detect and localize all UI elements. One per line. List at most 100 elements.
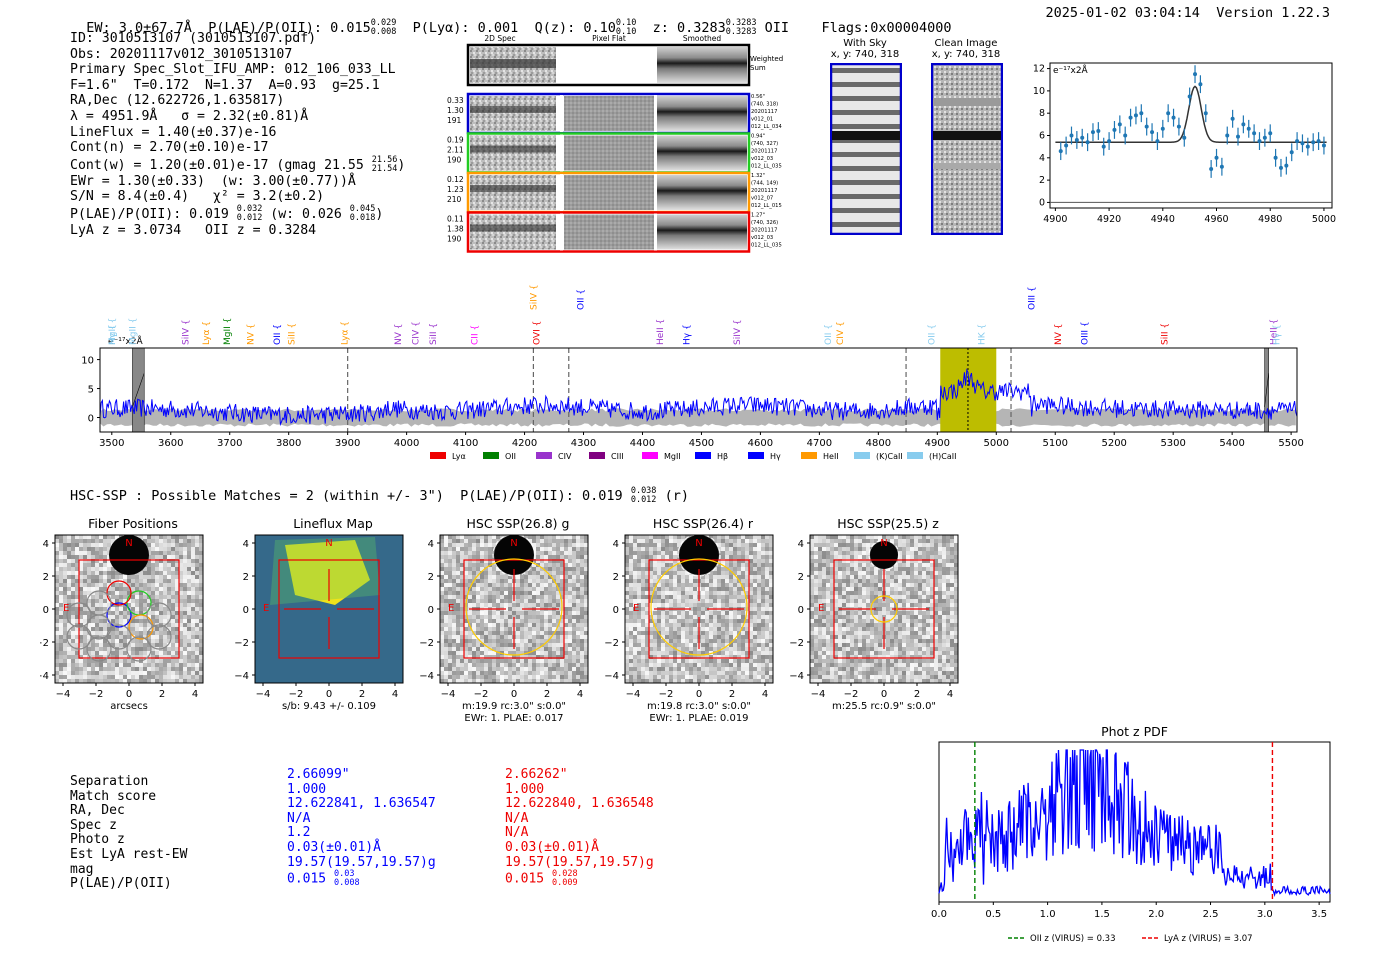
match-aperture: [650, 558, 748, 656]
spec2d-row-smoothed: [657, 135, 747, 171]
fiber-circle: [66, 602, 92, 628]
photz-legend-label: LyA z (VIRUS) = 3.07: [1164, 934, 1253, 944]
photz-pdf-chart: Phot z PDF OII z (VIRUS) = 0.33 LyA z (VIR…: [931, 724, 1331, 944]
zoom-data-point: [1090, 130, 1095, 135]
cutout-xtick-label: 4: [947, 689, 953, 700]
match-aperture: [870, 595, 898, 623]
spec2d-row-right-label: 20201117: [751, 109, 777, 115]
spec2d-row-left-label: 1.30: [447, 106, 464, 115]
with-sky-title: With Sky x, y: 740, 318: [830, 38, 900, 60]
spectrum-line-id-label: SiII {: [429, 323, 439, 345]
match-col-1: 2.66099" 1.000 12.622841, 1.636547 N/A 1.2 0.…: [287, 767, 436, 888]
spec2d-row-right-label: 012_LL_034: [751, 124, 782, 130]
bright-source: [679, 535, 719, 575]
cutout-title: Fiber Positions: [88, 516, 178, 531]
cutout-xtick-label: 2: [544, 689, 550, 700]
spec2d-row-left-label: 0.19: [447, 136, 464, 145]
full-spectrum-chart: 3500 3600 3700 3800 3900 4000 4100 4200 4300 4400…: [81, 284, 1304, 461]
cutout-xtick-label: −2: [89, 689, 104, 700]
spectrum-line-id-label: MgII {: [128, 318, 138, 345]
header-z: z: 0.3283: [652, 20, 726, 36]
spectrum-legend-swatch: [483, 452, 499, 459]
spectrum-xtick-label: 5200: [1101, 438, 1126, 449]
spec2d-row-smoothed: [657, 214, 747, 250]
cutout-xtick-label: 2: [914, 689, 920, 700]
spectrum-line-id-label: OII {: [927, 324, 937, 345]
spec2d-row-left-label: 0.33: [447, 96, 464, 105]
info-contn: Cont(n) = 2.70(±0.10)e-17: [70, 140, 269, 156]
photz-legend-label: OII z (VIRUS) = 0.33: [1030, 934, 1116, 944]
fiber-circle: [106, 602, 132, 628]
source-aperture: [677, 533, 721, 577]
spec2d-row-right-label: 1.27": [751, 213, 765, 219]
spec2d-row-right-label: (740, 318): [751, 102, 778, 108]
zoom-data-point: [1284, 163, 1289, 168]
spec2d-row-right-label: 20201117: [751, 228, 777, 234]
zoom-ytick-label: 10: [1033, 86, 1045, 97]
zoom-data-point: [1246, 126, 1251, 131]
cutout-north-label: N: [880, 538, 887, 549]
cutout-ytick-label: 2: [428, 572, 434, 583]
zoom-data-point: [1257, 139, 1262, 144]
cutout-xtick-label: 2: [359, 689, 365, 700]
cutout-north-label: N: [510, 538, 517, 549]
cutout-xtick-label: −4: [441, 689, 456, 700]
cutout-xtick-label: −2: [844, 689, 859, 700]
cutout-caption: m:19.8 rc:3.0" s:0.0": [647, 701, 751, 712]
spec2d-row-right-label: (740, 326): [751, 220, 778, 226]
spectrum-xtick-label: 5300: [1160, 438, 1185, 449]
zoom-data-point: [1241, 122, 1246, 127]
spec2d-row-smoothed: [657, 175, 747, 210]
header-flags: Flags:0x00004000: [821, 20, 952, 36]
match-labels: Separation Match score RA, Dec Spec z Photo …: [70, 774, 187, 892]
cutout-ytick-label: 0: [428, 605, 434, 616]
zoom-data-point: [1166, 111, 1171, 116]
spec2d-row-left-label: 190: [447, 156, 462, 165]
spectrum-axes-frame: [99, 347, 1298, 433]
cutout-xtick-label: 0: [696, 689, 702, 700]
cutout-search-box: [648, 559, 750, 659]
spectrum-xtick-label: 5000: [984, 438, 1009, 449]
match-aperture: [465, 558, 563, 656]
zoom-data-point: [1080, 135, 1085, 140]
cutout-panels: Fiber Positions N E 4 2 0 −2 −4 −4 −2 0 2 4 arcsecs Li…: [40, 516, 959, 724]
clean-image-title: Clean Image x, y: 740, 318: [931, 38, 1001, 60]
zoom-data-point: [1112, 127, 1117, 132]
spectrum-line-id-label: NV {: [394, 324, 404, 345]
spectrum-line-id-label: CIV {: [411, 321, 421, 345]
info-id: ID: 3010513107 (3010513107.pdf): [70, 31, 317, 46]
zoom-data-point: [1230, 116, 1235, 121]
info-block: ID: 3010513107 (3010513107.pdf) Obs: 202…: [70, 31, 405, 239]
spectrum-legend-label: (K)CaII: [876, 452, 903, 461]
spectrum-xtick-label: 4200: [512, 438, 537, 449]
zoom-data-point: [1273, 155, 1278, 160]
zoom-data-point: [1085, 140, 1090, 145]
header-plae: P(LAE)/P(OII): 0.015: [208, 20, 371, 36]
zoom-data-point: [1074, 137, 1079, 142]
cutout-xtick-label: −4: [56, 689, 71, 700]
cutout-east-label: E: [633, 603, 639, 614]
spectrum-line-id-label: OVI {: [532, 321, 542, 345]
spectrum-legend-swatch: [748, 452, 764, 459]
spectrum-xtick-label: 3800: [276, 438, 301, 449]
spectrum-xtick-label: 4400: [630, 438, 655, 449]
spec2d-row-frame: [466, 211, 751, 253]
photz-xtick-label: 2.5: [1203, 909, 1219, 920]
zoom-data-point: [1198, 82, 1203, 87]
zoom-ytick-label: 8: [1039, 108, 1045, 119]
cutout-ytick-label: 0: [613, 605, 619, 616]
spectrum-xtick-label: 4500: [689, 438, 714, 449]
cutout-xtick-label: 0: [881, 689, 887, 700]
spectrum-legend-label: Hγ: [770, 452, 781, 461]
zoom-data-point: [1096, 129, 1101, 134]
spec2d-row-data: [470, 135, 556, 171]
spectrum-unit-label: e⁻¹⁷x2Å: [108, 335, 144, 347]
with-sky-image: [830, 63, 902, 235]
zoom-data-point: [1311, 140, 1316, 145]
match-label: Photo z: [70, 832, 125, 848]
info-sn: S/N = 8.4(±0.4) χ² = 3.2(±0.2): [70, 189, 325, 205]
zoom-fit-chart: 4900 4920 4940 4960 4980 5000 0 2 4 6 8 10 12 e⁻¹⁷x2Å: [1033, 62, 1336, 225]
cutout-east-label: E: [818, 603, 824, 614]
cutout-xtick-label: 4: [192, 689, 198, 700]
